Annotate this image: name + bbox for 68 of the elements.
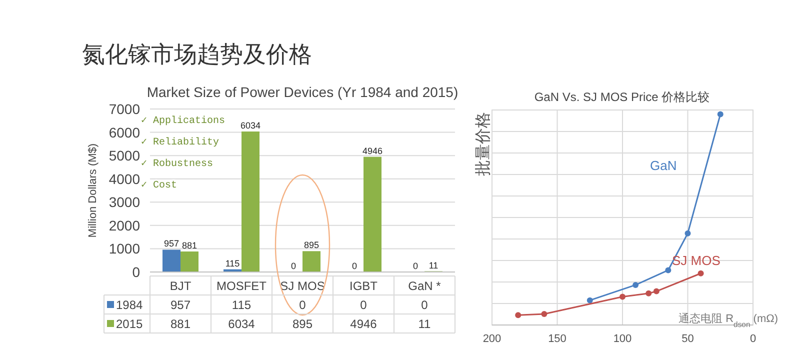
point bbox=[653, 288, 660, 294]
y-tick-label: 5000 bbox=[108, 148, 140, 164]
x-tick-label: 50 bbox=[682, 333, 694, 345]
point bbox=[620, 294, 626, 300]
data-label: 11 bbox=[428, 260, 438, 271]
point bbox=[698, 270, 704, 276]
x-tick-label: MOSFET bbox=[216, 279, 268, 293]
data-label: 881 bbox=[182, 240, 198, 250]
text: 957 bbox=[170, 298, 191, 312]
point bbox=[646, 290, 652, 296]
bar bbox=[302, 251, 320, 272]
y-tick-label: 7000 bbox=[108, 101, 140, 117]
bar bbox=[242, 131, 260, 272]
text: 0 bbox=[421, 298, 428, 312]
x-tick-label: BJT bbox=[170, 279, 192, 293]
y-tick-label: 2000 bbox=[108, 217, 140, 234]
y-axis-title: Million Dollars (M$) bbox=[87, 143, 99, 238]
data-label: 0 bbox=[412, 261, 418, 271]
x-tick-label: IGBT bbox=[349, 279, 378, 293]
y-tick-label: 4000 bbox=[108, 170, 140, 187]
text: 6034 bbox=[228, 317, 256, 331]
data-label: 895 bbox=[304, 240, 320, 250]
x-tick-label: GaN * bbox=[408, 279, 442, 293]
point bbox=[515, 312, 522, 318]
x-tick-label: 100 bbox=[613, 333, 632, 345]
data-label: 0 bbox=[352, 261, 358, 271]
point bbox=[717, 111, 724, 118]
series-label: SJ MOS bbox=[672, 253, 721, 268]
y-tick-label: 0 bbox=[132, 264, 140, 280]
chart-title: Market Size of Power Devices (Yr 1984 and 2015) bbox=[146, 84, 458, 100]
annotation: ✓ Robustness bbox=[141, 158, 214, 170]
x-tick-label: SJ MOS bbox=[280, 279, 325, 293]
legend-label: 2015 bbox=[116, 317, 144, 331]
annotation: ✓ Reliability bbox=[141, 136, 220, 148]
text: 氮化镓市场趋势及价格 bbox=[82, 41, 312, 67]
point bbox=[541, 311, 548, 318]
text: 0 bbox=[360, 298, 368, 312]
text: 11 bbox=[418, 317, 432, 331]
x-axis-title: 通态电阻 R$_{dson}$ (mΩ) bbox=[678, 312, 778, 328]
data-label: 4946 bbox=[362, 146, 383, 156]
x-tick-label: 200 bbox=[482, 333, 502, 345]
annotation: ✓ Applications bbox=[141, 115, 226, 127]
chart-title: GaN Vs. SJ MOS Price 价格比较 bbox=[534, 90, 710, 104]
text: 115 bbox=[232, 298, 252, 312]
y-tick-label: 3000 bbox=[108, 194, 140, 210]
point bbox=[684, 230, 691, 236]
y-tick-label: 6000 bbox=[108, 124, 140, 140]
y-tick-label: 1000 bbox=[108, 240, 140, 257]
data-label: 6034 bbox=[240, 120, 261, 130]
text: GaN bbox=[650, 158, 677, 173]
bar bbox=[162, 250, 180, 272]
point bbox=[586, 297, 593, 304]
bar bbox=[180, 251, 198, 272]
point bbox=[632, 282, 639, 288]
text: 4946 bbox=[350, 317, 378, 331]
data-label: 115 bbox=[225, 258, 240, 268]
text: 881 bbox=[170, 317, 191, 331]
point bbox=[665, 267, 672, 274]
bar bbox=[364, 156, 382, 272]
y-axis-title: 批量价格 bbox=[475, 112, 492, 176]
legend-label: 1984 bbox=[116, 298, 144, 312]
x-tick-label: 150 bbox=[548, 333, 566, 345]
annotation: ✓ Cost bbox=[141, 180, 178, 192]
data-label: 957 bbox=[164, 238, 180, 249]
x-tick-label: 0 bbox=[750, 333, 756, 345]
data-label: 0 bbox=[290, 261, 296, 271]
text: 0 bbox=[299, 298, 306, 312]
text: 895 bbox=[292, 317, 313, 331]
